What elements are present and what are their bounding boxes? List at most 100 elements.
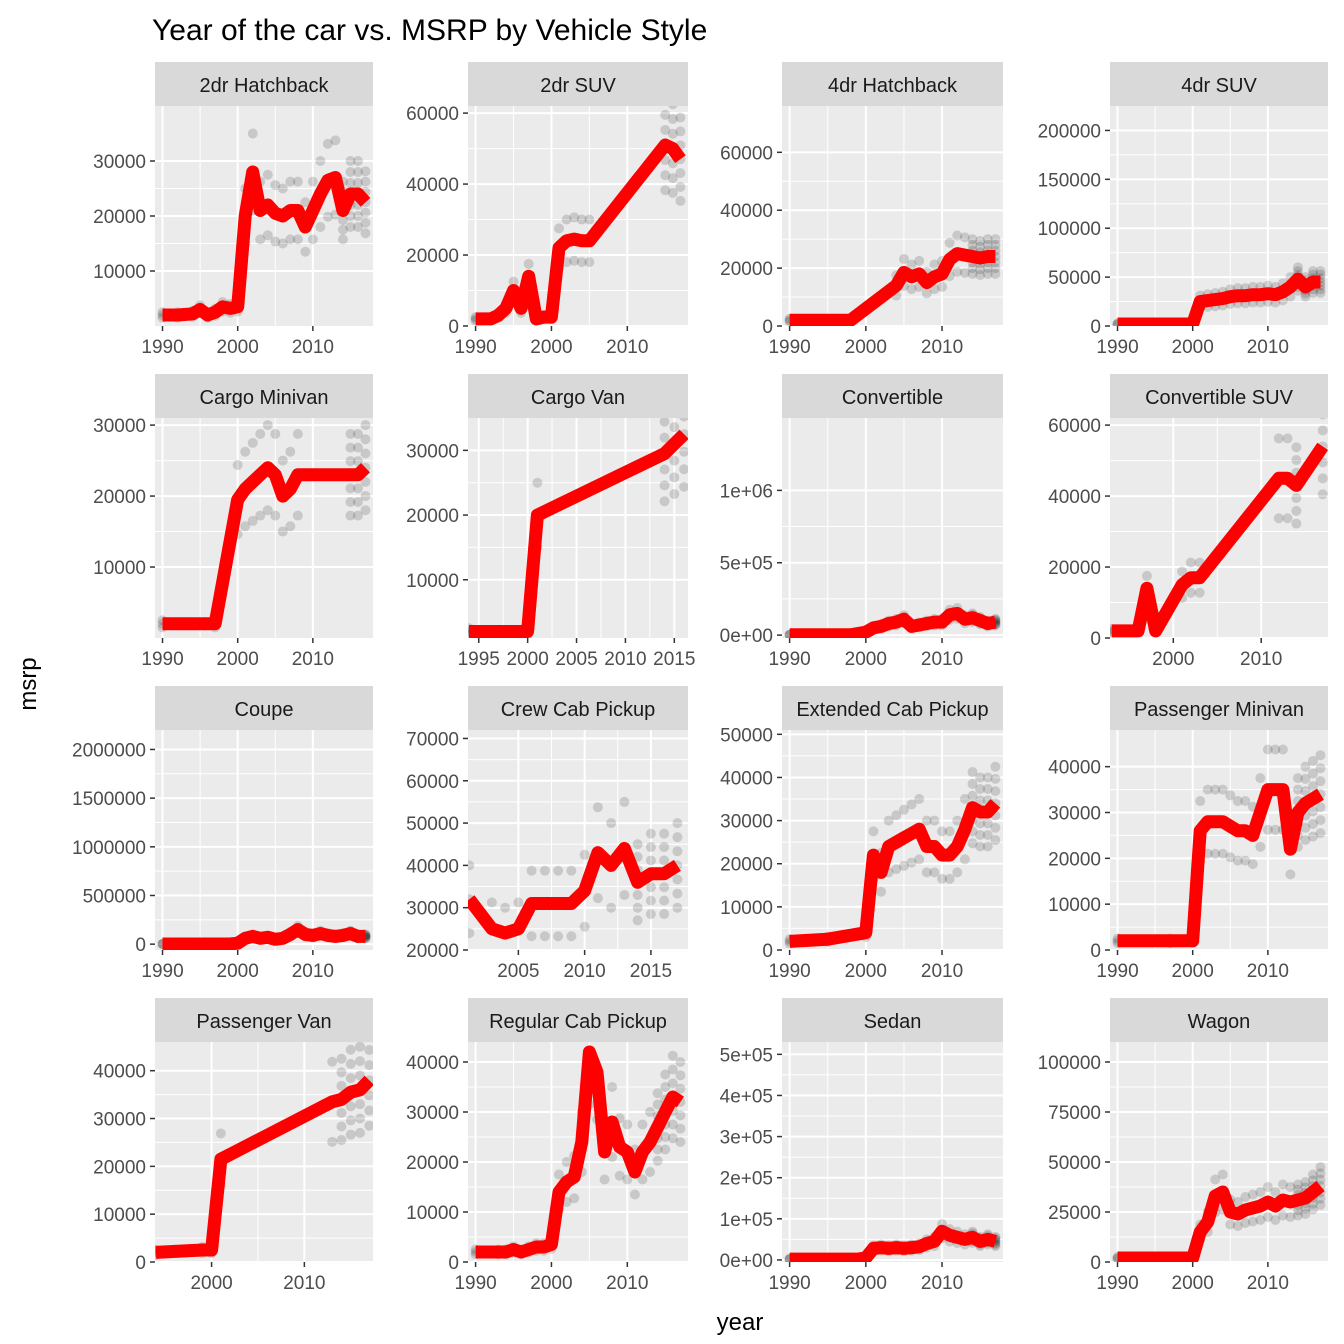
x-tick-label: 1990 [768,1273,810,1294]
data-point [1315,1168,1326,1179]
data-point [255,510,266,521]
data-point [632,915,643,926]
data-point [1270,824,1281,835]
data-point [1315,1174,1326,1185]
facet-panel: Cargo Minivan 10000 20000 30000 1990 2000 2010 [93,374,373,670]
facet-strip-label: Cargo Van [531,387,625,409]
x-tick-label: 2000 [845,961,887,982]
x-tick-label: 2010 [563,961,605,982]
data-point [576,214,587,225]
data-point [345,1101,356,1112]
data-point [576,257,587,268]
data-point [637,1174,648,1185]
data-point [659,909,670,920]
x-tick-label: 2000 [1172,337,1214,358]
trend-line [789,799,1001,948]
data-point [652,1088,663,1099]
data-point [990,239,1001,250]
data-point [914,255,925,266]
data-point [675,1083,686,1094]
data-point [622,1119,633,1130]
y-tick-label: 0 [1090,1253,1101,1274]
data-point [660,170,671,181]
data-point [975,235,986,246]
y-tick-label: 40000 [406,1053,459,1074]
x-tick-label: 2000 [845,1273,887,1294]
data-point [1292,262,1303,273]
data-point [632,902,643,913]
panel-background [1110,1042,1328,1262]
data-point [967,239,978,250]
data-point [906,857,917,868]
data-point [669,489,680,500]
data-point [566,931,577,942]
data-point [672,888,683,899]
facet-strip [155,374,373,418]
data-point [906,799,917,810]
data-point [975,783,986,794]
data-point [584,257,595,268]
facet-strip [782,62,1003,106]
y-tick-label: 20000 [406,506,459,527]
data-point [270,180,281,191]
data-point [669,472,680,483]
panel-background [782,418,1003,638]
data-point [345,456,356,467]
y-tick-label: 100000 [1038,219,1101,240]
data-point [360,228,371,239]
x-tick-label: 2010 [606,337,648,358]
y-tick-label: 30000 [93,152,146,173]
data-point [364,1090,373,1101]
data-point [330,135,341,146]
data-point [592,802,603,813]
data-point [1315,288,1326,298]
data-point [247,128,258,139]
data-point [990,263,1001,274]
data-point [1319,418,1327,420]
data-point [660,1132,671,1142]
facet-strip [1110,686,1328,730]
facet-panel: Extended Cab Pickup 0 10000 20000 30000 40000… [720,686,1003,982]
data-point [929,815,940,826]
y-tick-label: 50000 [406,814,459,835]
gridlines [155,730,373,950]
facet-strip-label: Convertible [842,387,943,409]
data-point [891,810,902,821]
data-point [982,268,993,279]
x-tick-label: 2000 [217,649,259,670]
y-tick-label: 200000 [1038,121,1101,142]
y-tick-label: 0 [448,1253,459,1274]
data-point [255,234,266,245]
facet-strip [155,686,373,730]
data-point [1307,781,1318,792]
trend-line [162,461,370,631]
data-point [336,1107,347,1118]
y-tick-label: 60000 [406,104,459,125]
data-point [337,234,348,245]
data-point [292,510,303,521]
y-tick-label: 30000 [93,1110,146,1131]
data-point [1240,796,1251,807]
y-tick-label: 4e+05 [720,1086,773,1107]
data-point [659,496,670,507]
data-point [285,446,296,457]
data-point [561,214,572,225]
data-point [959,232,970,243]
x-tick-label: 1990 [454,1273,496,1294]
y-tick-label: 0 [448,317,459,338]
data-point [672,818,683,829]
x-tick-label: 2010 [604,649,646,670]
data-point [937,826,948,837]
y-tick-label: 70000 [406,729,459,750]
data-point [660,1069,671,1080]
y-tick-label: 30000 [406,1103,459,1124]
facet-strip [1110,998,1328,1042]
data-point [1141,570,1152,581]
y-tick-label: 40000 [93,1062,146,1083]
data-point [215,1128,226,1139]
data-point [606,902,617,913]
data-point [645,1167,656,1177]
data-point [345,156,356,166]
data-point [352,510,363,521]
data-point [561,1157,572,1167]
